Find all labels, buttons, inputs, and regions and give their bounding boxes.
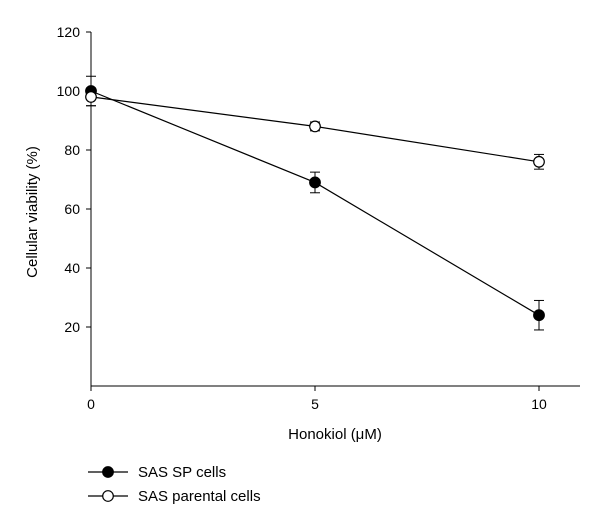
data-point-sas-sp-1 [309,176,321,189]
x-tick-label-10: 10 [531,396,547,412]
y-ticks: 20 40 60 80 100 120 [57,24,91,335]
y-tick-label-80: 80 [64,142,80,158]
x-tick-label-0: 0 [87,396,95,412]
data-point-sas-parental-2 [533,155,545,168]
series-sas-parental [85,87,545,170]
series-layer [85,75,545,331]
x-ticks: 0 5 10 [87,386,547,412]
data-point-sas-parental-0 [85,90,97,103]
axes [90,32,580,387]
legend-label-sas-parental: SAS parental cells [138,488,261,505]
y-tick-label-120: 120 [57,24,81,40]
series-sas-sp [85,75,545,331]
y-tick-label-100: 100 [57,83,81,99]
y-tick-label-60: 60 [64,201,80,217]
y-tick-label-20: 20 [64,319,80,335]
legend-item-sas-parental: SAS parental cells [88,488,261,505]
legend-marker-sas-sp [102,466,114,478]
data-point-sas-parental-1 [309,120,321,133]
data-point-sas-sp-2 [533,309,545,322]
legend-marker-sas-parental [102,490,114,502]
x-tick-label-5: 5 [311,396,319,412]
legend-label-sas-sp: SAS SP cells [138,464,226,481]
legend-item-sas-sp: SAS SP cells [88,464,226,481]
legend: SAS SP cells SAS parental cells [88,464,261,505]
y-axis-title: Cellular viability (%) [24,146,41,278]
y-tick-label-40: 40 [64,260,80,276]
x-axis-title: Honokiol (μM) [288,426,382,443]
